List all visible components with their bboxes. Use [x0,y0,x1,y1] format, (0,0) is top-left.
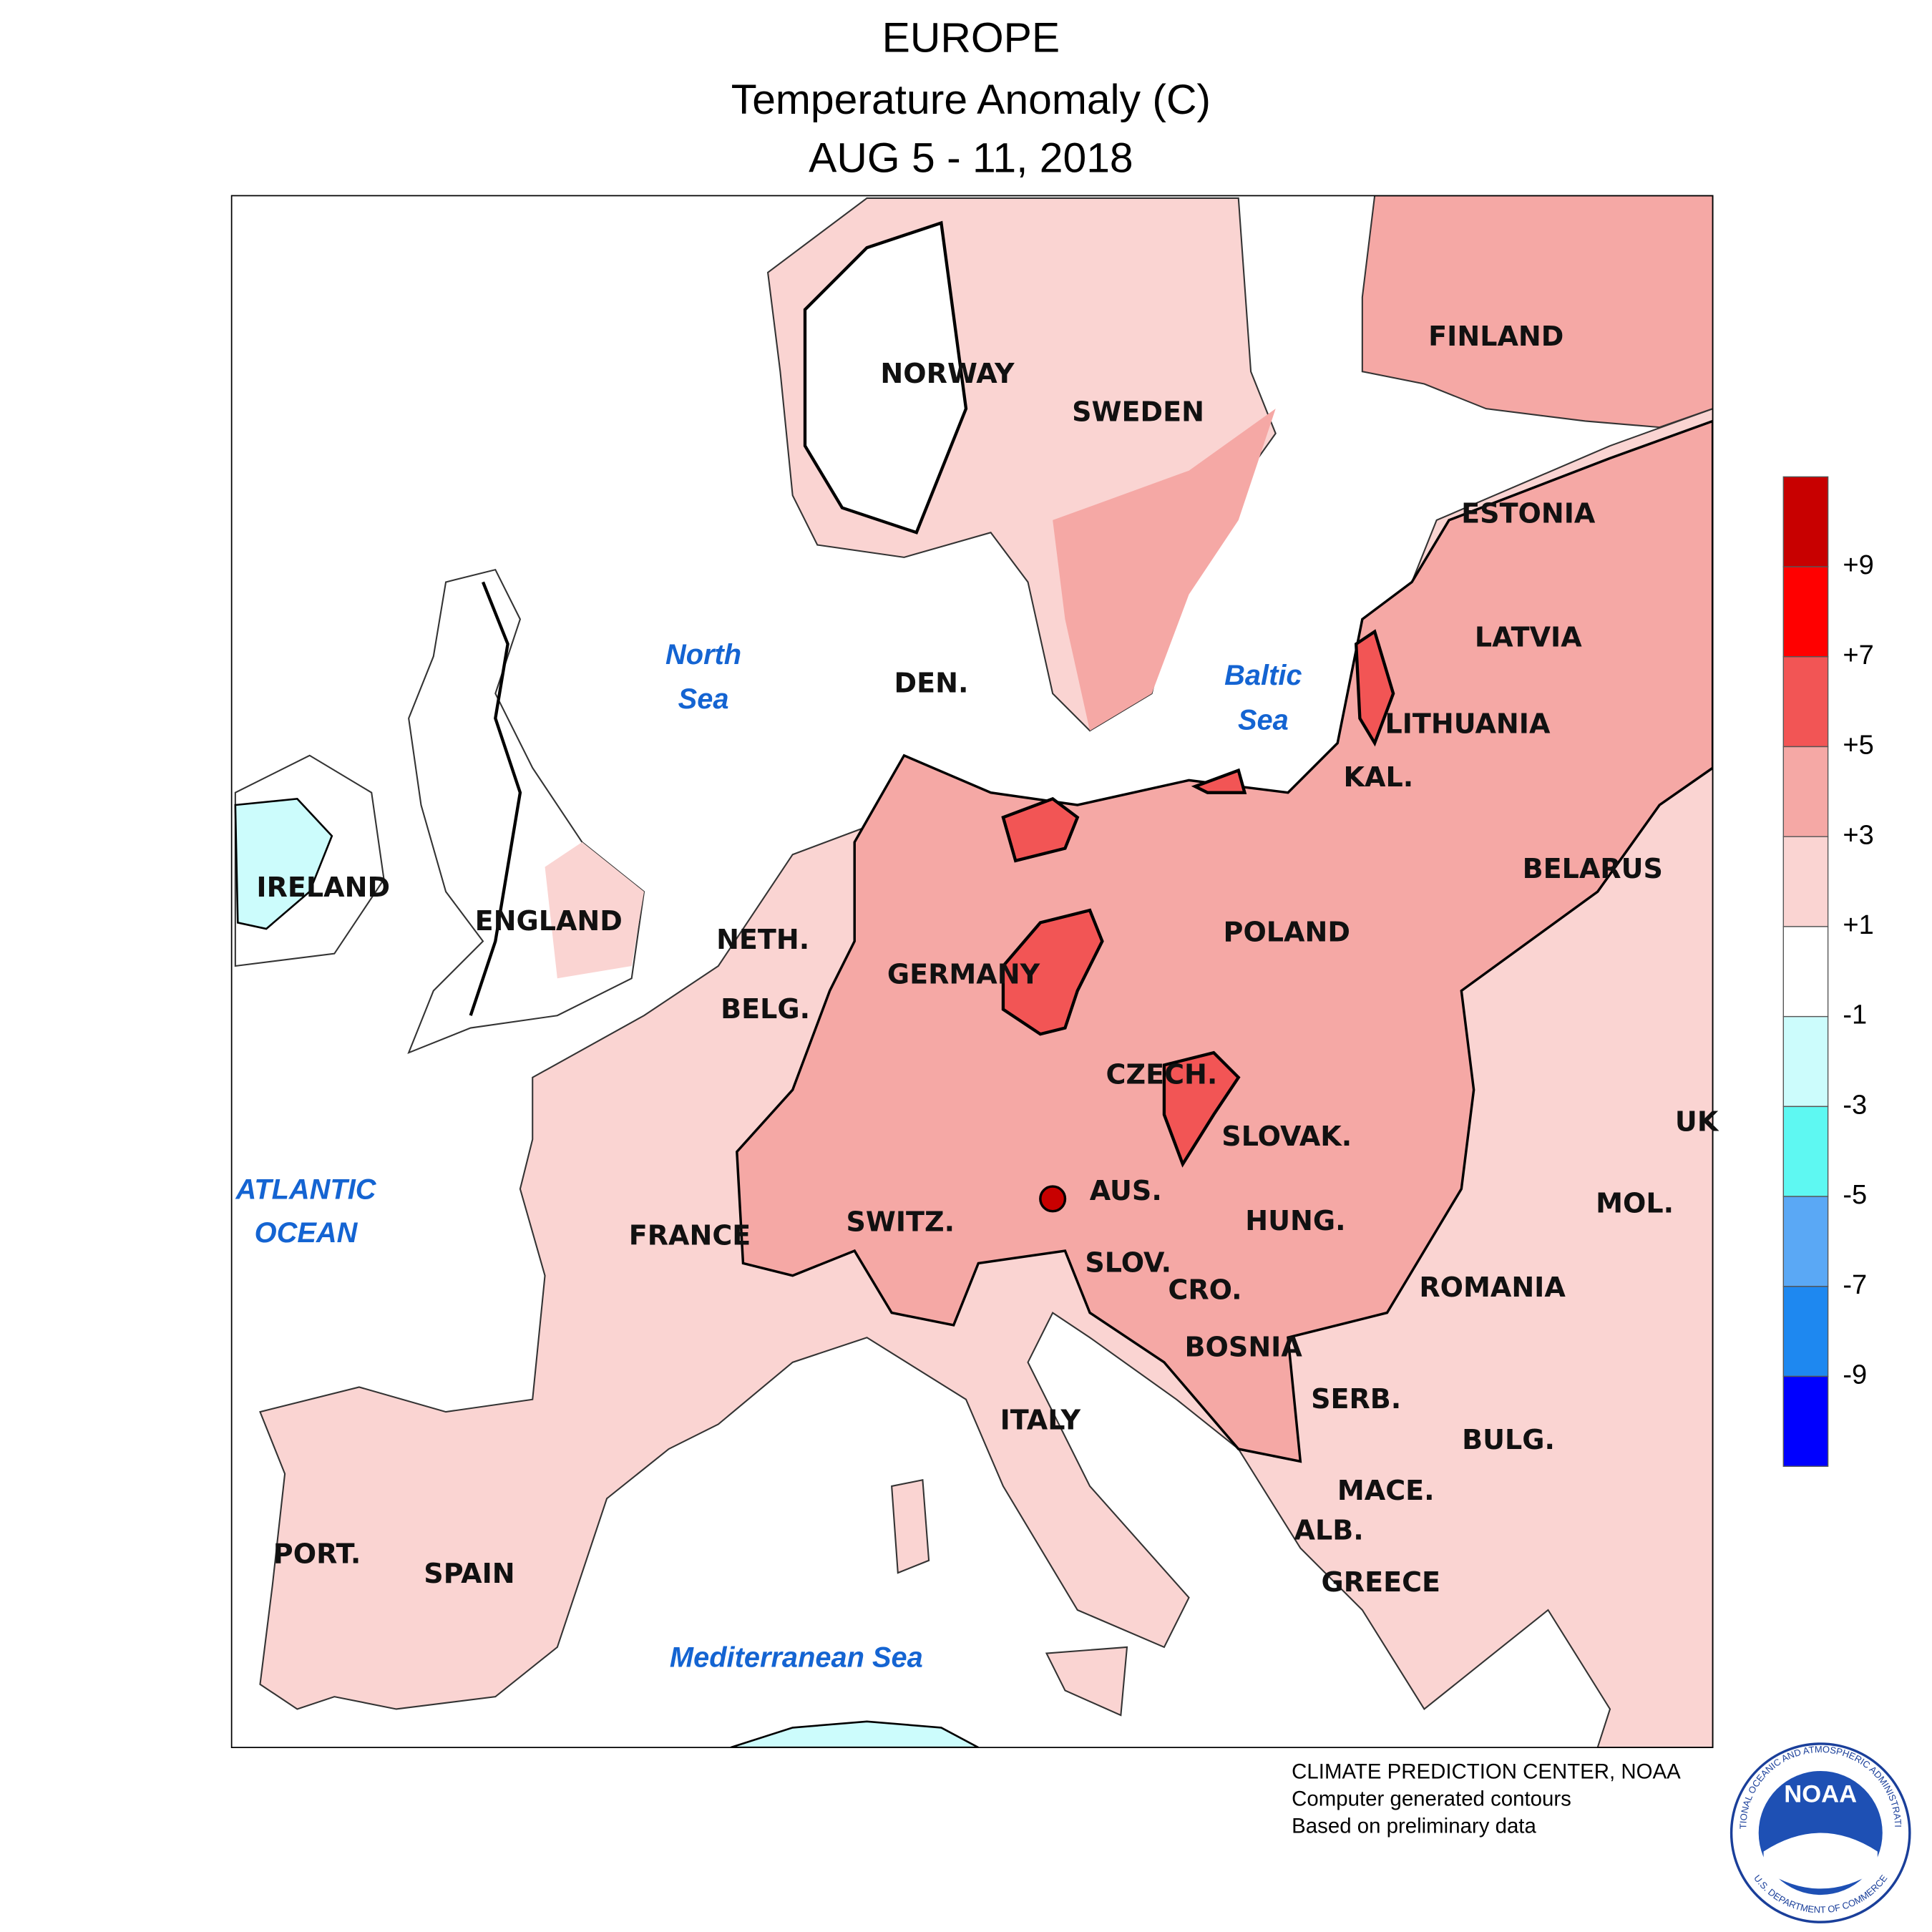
country-label: PORT. [273,1538,361,1569]
country-label: BELARUS [1523,853,1663,884]
country-label: CZECH. [1106,1059,1218,1091]
legend-swatch [1782,476,1829,567]
country-label: GREECE [1322,1566,1440,1598]
credit-line: CLIMATE PREDICTION CENTER, NOAA [1292,1760,1681,1783]
date: AUG 5 - 11, 2018 [809,135,1133,182]
legend-label: +1 [1843,910,1873,940]
sardinia [891,1479,930,1574]
legend-swatch [1782,1286,1829,1377]
sea-label: ATLANTIC [235,1174,376,1206]
legend-swatch [1782,656,1829,748]
legend-label: -9 [1843,1360,1867,1390]
legend: +9 +7 +5 +3 +1 -1 -3 -5 -7 -9 [1782,476,1874,1467]
country-label: ENGLAND [475,905,623,937]
subtitle: Temperature Anomaly (C) [731,77,1211,123]
norway-contour [803,220,968,535]
country-label: SLOV. [1085,1247,1171,1279]
britain-contour [469,581,522,1016]
country-label: ROMANIA [1419,1272,1566,1303]
map [231,195,1713,1748]
legend-swatch [1782,926,1829,1018]
map-labels: NORWAY SWEDEN FINLAND ESTONIA LATVIA LITHUANI… [235,321,1719,1674]
country-label: SPAIN [424,1558,514,1589]
country-label: LITHUANIA [1385,708,1551,740]
finland [1361,195,1713,429]
legend-label: -3 [1843,1090,1867,1120]
sea-label: Baltic [1224,660,1302,691]
legend-label: -1 [1843,1000,1867,1030]
map-frame [230,195,1714,1748]
legend-swatch [1782,1375,1829,1467]
country-label: FINLAND [1428,321,1563,352]
country-label: BELG. [721,993,810,1025]
country-label: KAL. [1344,761,1414,793]
sea-label: North [665,639,741,670]
sea-label: Sea [678,683,729,715]
country-label: SERB. [1311,1383,1401,1415]
legend-label: +3 [1843,820,1873,850]
country-label: AUS. [1090,1175,1162,1206]
legend-swatch [1782,1015,1829,1108]
country-label: SWITZ. [846,1206,955,1237]
country-label: SLOVAK. [1221,1121,1352,1152]
hot-germany [1001,908,1104,1036]
sea-label: Sea [1238,705,1289,736]
legend-swatch [1782,836,1829,927]
country-label: LATVIA [1475,622,1582,653]
country-label: POLAND [1224,917,1350,948]
country-label: HUNG. [1245,1205,1345,1236]
country-label: UK [1675,1106,1719,1137]
hot-poland-coast [1191,768,1247,794]
legend-label: +5 [1843,731,1873,761]
credit-line: Computer generated contours [1292,1787,1571,1810]
hot-spot [1039,1185,1067,1213]
legend-label: +9 [1843,550,1873,580]
sicily [1045,1646,1128,1717]
logo-gull [1763,1833,1878,1889]
legend-swatch [1782,746,1829,837]
country-label: GERMANY [887,958,1040,990]
legend-label: +7 [1843,640,1873,670]
country-label: ALB. [1294,1514,1364,1546]
title: EUROPE [882,15,1060,62]
south-sweden [1053,409,1276,731]
country-label: NETH. [716,924,809,955]
africa-cool [730,1720,979,1748]
country-label: FRANCE [629,1220,751,1252]
country-label: BOSNIA [1185,1331,1303,1362]
legend-swatch [1782,1106,1829,1197]
ireland-cool [234,797,333,930]
east-england [545,841,644,979]
legend-swatch [1782,566,1829,658]
sea-label: Mediterranean Sea [670,1642,923,1674]
legend-label: -7 [1843,1270,1867,1300]
hot-czech [1162,1050,1241,1168]
legend-label: -5 [1843,1180,1867,1210]
credit-line: Based on preliminary data [1292,1815,1536,1838]
country-label: DEN. [894,668,969,699]
sea-label: OCEAN [255,1217,358,1249]
country-label: BULG. [1462,1424,1555,1455]
country-label: MOL. [1596,1188,1674,1219]
country-label: NORWAY [880,358,1015,389]
country-label: ITALY [1000,1404,1081,1435]
hot-lithuania [1354,629,1395,747]
hot-north-germany [1001,796,1080,863]
country-label: MACE. [1337,1475,1435,1506]
country-label: ESTONIA [1461,497,1596,529]
country-label: SWEDEN [1072,396,1204,428]
logo-text: NOAA [1784,1780,1857,1807]
country-label: IRELAND [256,872,390,903]
legend-swatch [1782,1196,1829,1287]
country-label: CRO. [1168,1274,1241,1306]
central-warm [736,419,1713,1463]
